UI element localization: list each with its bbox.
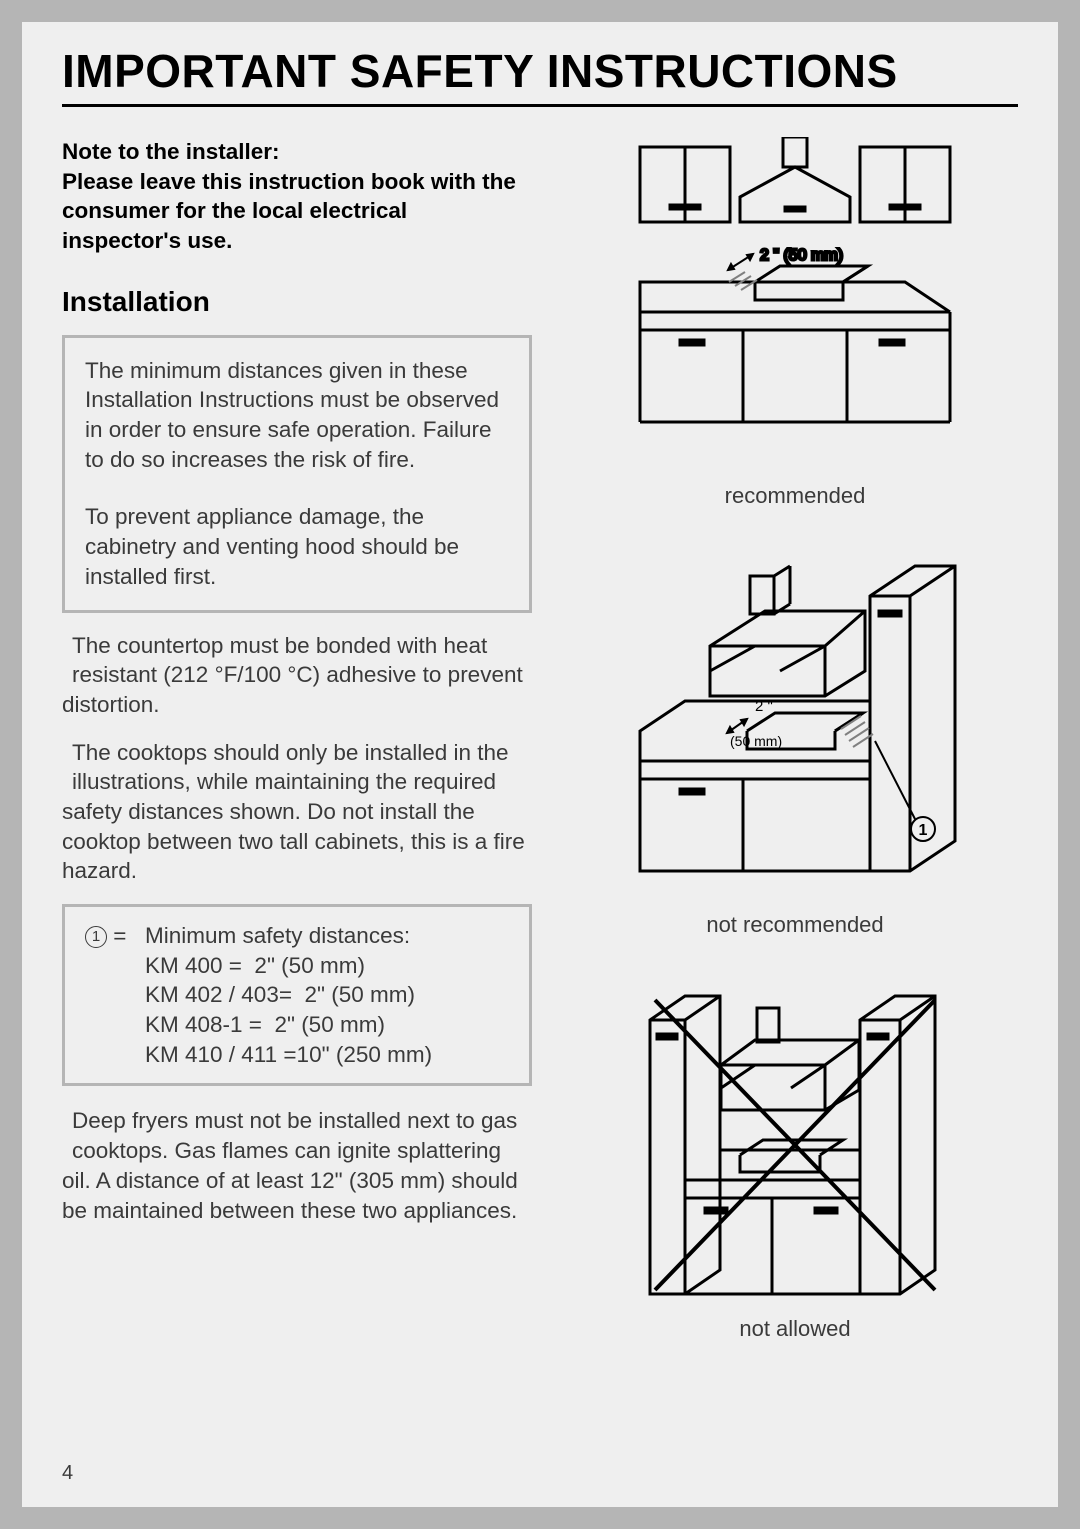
bullet-item-3: Deep fryers must not be installed next t…: [62, 1106, 532, 1225]
dist-line-4: KM 410 / 411 =10" (250 mm): [145, 1040, 509, 1070]
bullet-item-2: The cooktops should only be installed in…: [62, 738, 532, 886]
figure-not-allowed: [645, 990, 945, 1300]
box1-paragraph-2: To prevent appliance damage, the cabinet…: [85, 502, 509, 591]
dist-line-3: KM 408-1 = 2" (50 mm): [145, 1010, 509, 1040]
warning-box-1: The minimum distances given in these Ins…: [62, 335, 532, 613]
fig2-label-50mm: (50 mm): [730, 733, 782, 749]
page-number: 4: [62, 1462, 73, 1485]
equals-text: =: [113, 923, 126, 948]
caption-not-recommended: not recommended: [706, 912, 883, 938]
installation-heading: Installation: [62, 284, 532, 321]
dist-line-2: KM 402 / 403= 2" (50 mm): [145, 980, 509, 1010]
caption-not-allowed: not allowed: [739, 1316, 850, 1342]
caption-recommended: recommended: [725, 483, 866, 509]
circled-1-icon: 1: [85, 926, 107, 948]
distances-lines: Minimum safety distances: KM 400 = 2" (5…: [145, 921, 509, 1069]
bullet-3-text: Deep fryers must not be installed next t…: [62, 1106, 532, 1225]
bullet-2-text: The cooktops should only be installed in…: [62, 738, 532, 886]
fig2-circled-1: 1: [919, 822, 928, 839]
dist-line-1: KM 400 = 2" (50 mm): [145, 951, 509, 981]
distances-heading: Minimum safety distances:: [145, 921, 509, 951]
left-column: Note to the installer: Please leave this…: [62, 137, 532, 1378]
bullet-item-1: The countertop must be bonded with heat …: [62, 631, 532, 720]
fig1-dimension-label: 2 " (50 mm): [760, 247, 843, 264]
figure-not-recommended: 2 " (50 mm) 1: [625, 561, 965, 896]
fig2-label-2in: 2 ": [755, 698, 773, 715]
page: IMPORTANT SAFETY INSTRUCTIONS Note to th…: [22, 22, 1058, 1507]
bullet-1-text: The countertop must be bonded with heat …: [62, 631, 532, 720]
installer-note: Note to the installer: Please leave this…: [62, 137, 532, 256]
distances-prefix: 1 =: [85, 921, 145, 1069]
content-columns: Note to the installer: Please leave this…: [62, 137, 1018, 1378]
distances-box: 1 = Minimum safety distances: KM 400 = 2…: [62, 904, 532, 1086]
page-title: IMPORTANT SAFETY INSTRUCTIONS: [62, 44, 1018, 107]
box1-paragraph-1: The minimum distances given in these Ins…: [85, 356, 509, 475]
right-column: 2 " (50 mm) recommended: [572, 137, 1018, 1378]
figure-recommended: 2 " (50 mm): [625, 137, 965, 467]
